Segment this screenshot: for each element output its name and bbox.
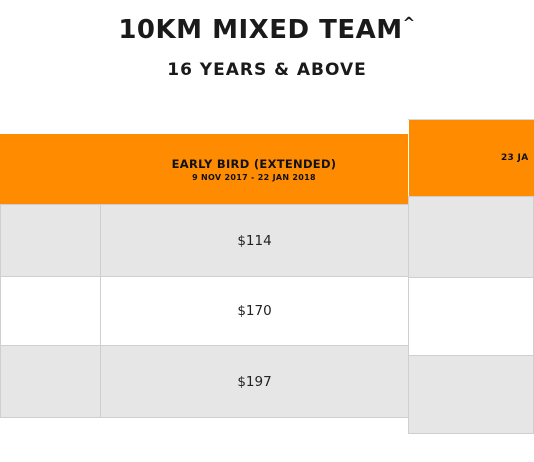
table-row-3-next [408,355,534,434]
header-top-border [408,119,534,120]
title-caret: ^ [402,14,416,32]
table-row-2-price: $170 [100,276,409,346]
header-cell-category [0,134,100,204]
regular-label: 23 JA [501,153,529,163]
early-bird-label: EARLY BIRD (EXTENDED) [171,156,337,171]
page-subtitle: 16 YEARS & ABOVE [167,60,367,80]
page-title: 10KM MIXED TEAM^ [0,14,534,45]
table-row-3-category [0,345,101,418]
header-cell-early-bird: EARLY BIRD (EXTENDED) 9 NOV 2017 - 22 JA… [100,134,408,204]
table-row-1-price: $114 [100,204,409,277]
early-bird-dates: 9 NOV 2017 - 22 JAN 2018 [192,172,316,182]
table-row-1-next [408,196,534,278]
table-row-2-next [408,277,534,356]
table-row-2-category [0,276,101,346]
title-text: 10KM MIXED TEAM [118,15,403,45]
table-row-3-price: $197 [100,345,409,418]
header-cell-regular: 23 JA [409,120,534,196]
table-row-1-category [0,204,101,277]
